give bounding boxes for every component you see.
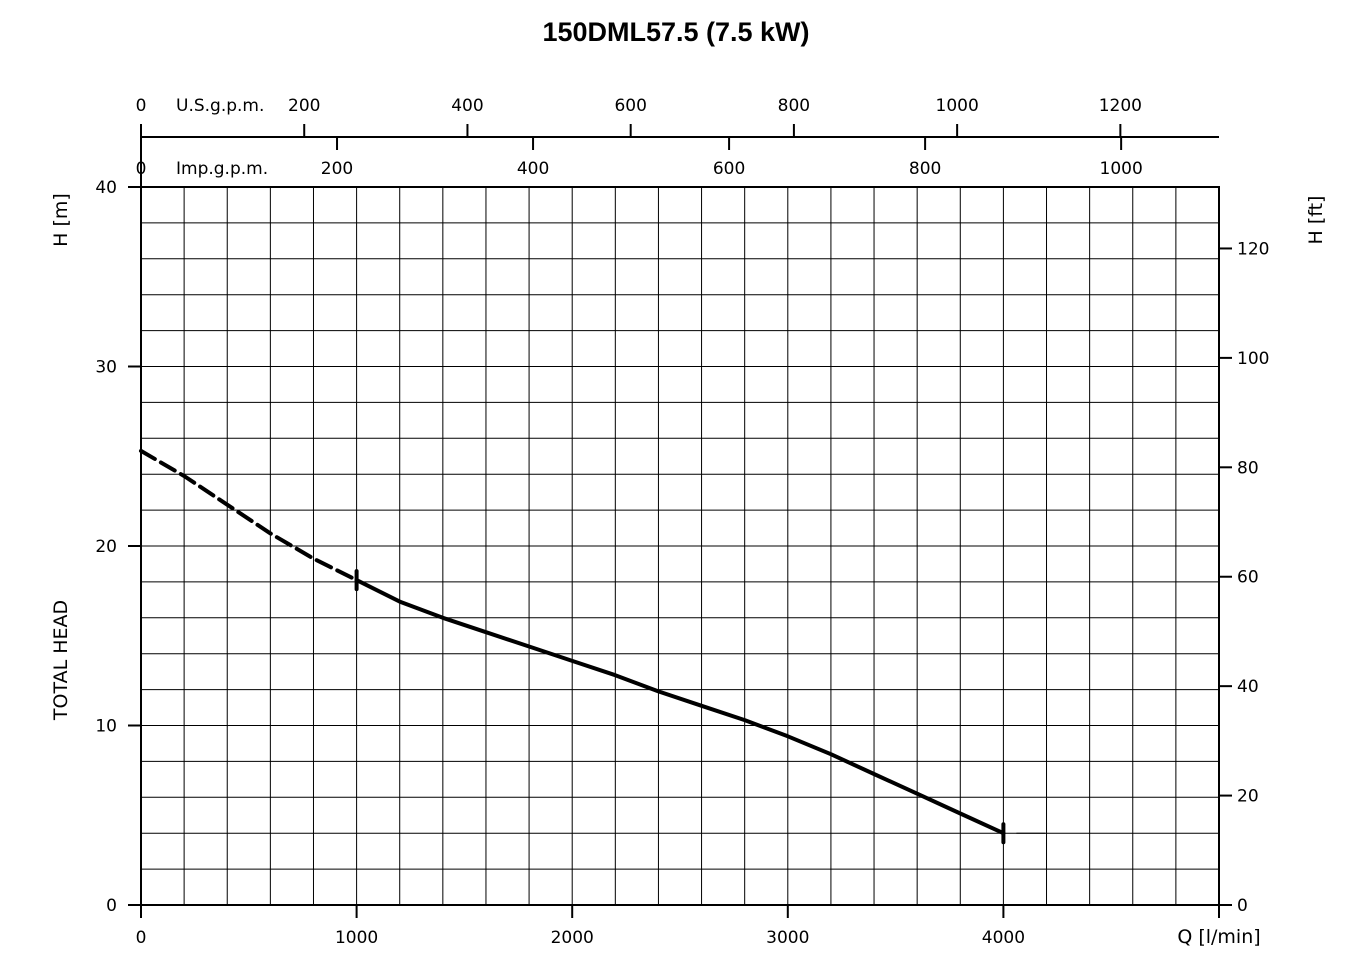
x-tick-label: 3000 bbox=[766, 928, 809, 948]
imp-gpm-tick-label: 0 bbox=[136, 159, 147, 179]
us-gpm-tick-label: 600 bbox=[614, 96, 646, 116]
x-axis-label: Q [l/min] bbox=[1177, 926, 1260, 948]
y-tick-label-left: 30 bbox=[95, 358, 117, 378]
x-tick-label: 2000 bbox=[551, 928, 594, 948]
y-axis-right-unit: H [ft] bbox=[1305, 196, 1327, 245]
hq-curve-dashed bbox=[139, 448, 359, 583]
x-tick-label: 4000 bbox=[982, 928, 1025, 948]
y-tick-label-right: 100 bbox=[1237, 349, 1269, 369]
y-axis-label: TOTAL HEAD bbox=[50, 600, 72, 721]
y-tick-label-right: 20 bbox=[1237, 787, 1259, 807]
us-gpm-tick-label: 200 bbox=[288, 96, 320, 116]
hq-curve-solid bbox=[354, 578, 1006, 836]
y-tick-label-left: 0 bbox=[106, 896, 117, 916]
imp-gpm-tick-label: 1000 bbox=[1100, 159, 1143, 179]
y-tick-label-right: 40 bbox=[1237, 677, 1259, 697]
y-tick-label-left: 10 bbox=[95, 717, 117, 737]
y-tick-label-right: 120 bbox=[1237, 239, 1269, 259]
us-gpm-tick-label: 400 bbox=[451, 96, 483, 116]
y-tick-label-right: 60 bbox=[1237, 568, 1259, 588]
y-tick-label-right: 80 bbox=[1237, 458, 1259, 478]
y-tick-label-left: 20 bbox=[95, 537, 117, 557]
data-series bbox=[139, 448, 1046, 845]
axis-ticks bbox=[128, 124, 1232, 918]
grid-lines bbox=[141, 187, 1219, 905]
tick-labels: 0 1000 2000 3000 400001020304002040608010012… bbox=[95, 96, 1269, 948]
plot-frame bbox=[140, 136, 1220, 906]
x-tick-label: 0 bbox=[136, 928, 147, 948]
us-gpm-tick-label: 0 bbox=[136, 96, 147, 116]
y-tick-label-left: 40 bbox=[95, 178, 117, 198]
y-tick-label-right: 0 bbox=[1237, 896, 1248, 916]
us-gpm-label: U.S.g.p.m. bbox=[176, 96, 264, 116]
x-tick-label: 1000 bbox=[335, 928, 378, 948]
imp-gpm-tick-label: 800 bbox=[909, 159, 941, 179]
us-gpm-tick-label: 800 bbox=[778, 96, 810, 116]
chart-title: 150DML57.5 (7.5 kW) bbox=[542, 17, 809, 47]
imp-gpm-tick-label: 600 bbox=[713, 159, 745, 179]
us-gpm-tick-label: 1200 bbox=[1099, 96, 1142, 116]
us-gpm-tick-label: 1000 bbox=[936, 96, 979, 116]
imp-gpm-tick-label: 200 bbox=[321, 159, 353, 179]
imp-gpm-tick-label: 400 bbox=[517, 159, 549, 179]
y-axis-left-unit: H [m] bbox=[50, 193, 72, 247]
imp-gpm-label: Imp.g.p.m. bbox=[176, 159, 268, 179]
